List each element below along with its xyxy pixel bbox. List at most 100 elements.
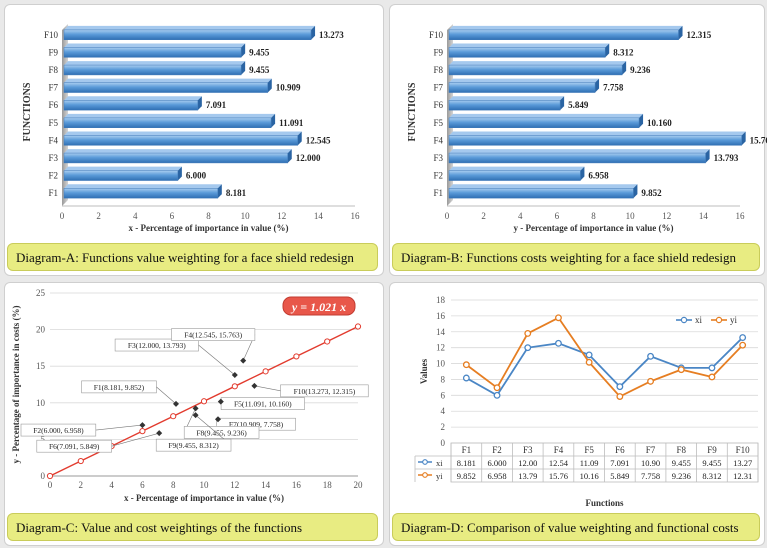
- chart-d-y-tick-label: 10: [436, 359, 446, 369]
- chart-d-table-cell: 7.091: [610, 458, 629, 468]
- chart-d-table-cell: 6.000: [487, 458, 506, 468]
- chart-d-table-cell: 10.90: [641, 458, 660, 468]
- chart-b-data-label: 7.758: [603, 83, 624, 93]
- chart-d-series-marker-yi: [462, 361, 470, 369]
- chart-b-category-label: F2: [433, 171, 443, 181]
- chart-d-table-cell: 12.31: [733, 471, 752, 481]
- chart-b-category-label: F1: [433, 188, 443, 198]
- chart-c-point-label-box: [155, 438, 232, 452]
- chart-d-y-tick-label: 0: [441, 438, 446, 448]
- chart-a-bar-top: [64, 43, 246, 48]
- chart-b-category-label: F5: [433, 118, 443, 128]
- chart-d-category-label: F5: [584, 445, 594, 455]
- chart-a-x-tick-label: 10: [241, 211, 251, 221]
- chart-b-bar-side: [678, 25, 683, 40]
- chart-a-bar: [63, 188, 219, 199]
- chart-c-point-label-box: [280, 384, 369, 398]
- chart-c-x-tick-label: 20: [354, 480, 364, 490]
- chart-a-data-label: 9.455: [249, 65, 270, 75]
- chart-b-bar-side: [595, 78, 600, 93]
- chart-c-x-axis-title: x - Percentage of importance in value (%…: [124, 493, 284, 503]
- chart-c-point-label: F8(9.455, 9.236): [196, 428, 247, 437]
- chart-c-point-label: F5(11.091, 10.160): [234, 400, 292, 409]
- chart-d-table-cell: 8.181: [457, 458, 476, 468]
- chart-b-x-tick-label: 4: [518, 211, 523, 221]
- chart-a-data-label: 8.181: [226, 188, 247, 198]
- chart-c-trendline-marker: [354, 323, 362, 330]
- chart-b-bar-top: [449, 149, 710, 154]
- chart-a-bar-side: [311, 25, 316, 40]
- chart-c-point: [251, 382, 258, 389]
- chart-a-x-tick-label: 4: [133, 211, 138, 221]
- chart-d-series-marker-xi: [739, 334, 747, 342]
- chart-c-point: [214, 416, 221, 423]
- chart-d-category-label: F1: [462, 445, 472, 455]
- chart-c-x-tick-label: 10: [200, 480, 210, 490]
- chart-c-point-label: F3(12.000, 13.793): [128, 341, 186, 350]
- chart-a-category-label: F8: [48, 65, 58, 75]
- chart-b-bar-top: [449, 96, 565, 101]
- chart-d-table-cell: 9.455: [702, 458, 721, 468]
- chart-d-x-axis-title: Functions: [585, 498, 624, 508]
- chart-d-y-tick-label: 8: [441, 374, 446, 384]
- chart-c-point: [156, 430, 163, 437]
- chart-b-data-label: 8.312: [613, 47, 634, 57]
- chart-d-y-tick-label: 18: [436, 295, 446, 305]
- chart-d-category-label: F2: [492, 445, 502, 455]
- chart-a-category-label: F3: [48, 153, 58, 163]
- chart-b-x-tick-label: 2: [481, 211, 486, 221]
- chart-d-table-cell: 10.16: [580, 471, 599, 481]
- chart-c-point-label: F2(6.000, 6.958): [33, 426, 84, 435]
- chart-d-series-marker-yi: [616, 393, 624, 400]
- chart-a-x-tick-label: 8: [206, 211, 211, 221]
- chart-d-y-tick-label: 6: [441, 390, 446, 400]
- chart-a-x-tick-label: 16: [351, 211, 361, 221]
- chart-d-series-marker-xi: [555, 339, 562, 347]
- chart-b-data-label: 13.793: [714, 153, 739, 163]
- chart-c-trendline-marker: [200, 398, 208, 405]
- chart-b-category-label: F9: [433, 47, 443, 57]
- chart-d-series-marker-xi: [462, 374, 470, 382]
- chart-b-bar-side: [605, 43, 610, 58]
- chart-d-y-tick-label: 16: [436, 311, 446, 321]
- caption-d: Diagram-D: Comparison of value weighting…: [392, 513, 760, 541]
- chart-d-table-cell: 15.76: [549, 471, 568, 481]
- chart-b-category-label: F10: [429, 30, 444, 40]
- chart-b-data-label: 10.160: [647, 118, 672, 128]
- chart-b-bar: [448, 82, 596, 93]
- chart-a-category-label: F6: [48, 100, 58, 110]
- chart-c-trendline-marker: [262, 368, 269, 375]
- chart-c-point-leader: [254, 385, 281, 392]
- chart-a-category-label: F10: [44, 30, 59, 40]
- caption-a: Diagram-A: Functions value weighting for…: [7, 243, 378, 271]
- chart-d-table-cell: 11.09: [580, 458, 599, 468]
- chart-a-bar-side: [271, 113, 276, 128]
- chart-a-category-label: F1: [48, 188, 58, 198]
- chart-b-x-tick-label: 10: [626, 211, 636, 221]
- chart-a-bar-side: [217, 184, 222, 199]
- chart-d-table-cell: 6.958: [487, 471, 506, 481]
- chart-d-y-tick-label: 2: [441, 422, 446, 432]
- chart-c-trendline-marker: [324, 338, 331, 345]
- chart-a-bar: [63, 82, 269, 93]
- chart-d-table-cell: 13.79: [518, 471, 537, 481]
- chart-a-x-tick-label: 2: [96, 211, 101, 221]
- chart-a-bar: [63, 152, 288, 164]
- chart-c-point-label: F9(9.455, 8.312): [168, 441, 219, 450]
- chart-a-bar-side: [197, 96, 202, 111]
- chart-b-bar-side: [580, 166, 585, 181]
- chart-a-bar-top: [64, 78, 272, 83]
- chart-c-point-label-box: [36, 439, 112, 453]
- chart-c-trendline-marker: [139, 428, 146, 435]
- chart-d-series-line-yi: [465, 316, 744, 398]
- chart-c-point: [231, 372, 238, 379]
- chart-d-table-row-label: xi: [436, 458, 443, 468]
- chart-c-trendline-marker: [170, 413, 177, 420]
- chart-a-bar-side: [241, 43, 246, 58]
- chart-a-bar-top: [64, 113, 276, 118]
- chart-b-bar-top: [449, 131, 746, 136]
- chart-a-data-label: 11.091: [279, 118, 304, 128]
- chart-b-x-tick-label: 0: [445, 211, 450, 221]
- chart-b-x-axis-title: y - Percentage of importance in value (%…: [513, 223, 673, 233]
- chart-b-bar: [448, 100, 561, 111]
